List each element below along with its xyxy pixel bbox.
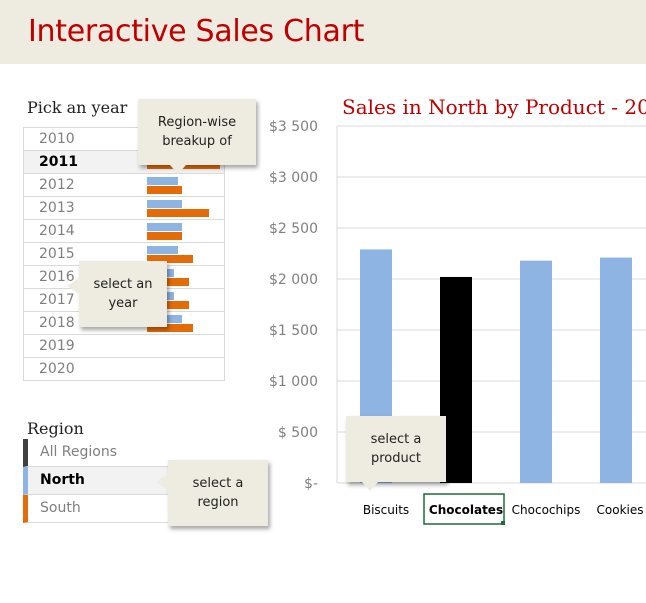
year-item-2010[interactable]: 2010 <box>24 128 224 151</box>
year-item-label: 2016 <box>39 269 75 285</box>
y-tick-label: $3 000 <box>269 170 318 186</box>
region-item-label: All Regions <box>40 444 118 460</box>
x-category-label[interactable]: Chocochips <box>512 503 581 517</box>
region-item-all-regions[interactable]: All Regions <box>23 439 223 467</box>
callout-select-product: select a product <box>346 416 446 482</box>
callout-tail <box>156 474 168 490</box>
bar-cookies[interactable] <box>600 257 632 483</box>
page-title: Interactive Sales Chart <box>28 14 365 49</box>
year-item-label: 2017 <box>39 292 75 308</box>
y-tick-label: $1 000 <box>269 374 318 390</box>
year-item-label: 2015 <box>39 246 75 262</box>
y-tick-label: $- <box>304 476 318 492</box>
year-item-2019[interactable]: 2019 <box>24 335 224 358</box>
region-item-label: South <box>40 500 81 516</box>
year-mini-bar-south <box>147 186 182 194</box>
year-mini-bar-south <box>147 255 194 263</box>
selection-handle <box>501 521 505 525</box>
year-mini-bar-south <box>147 324 194 332</box>
y-tick-label: $1 500 <box>269 323 318 339</box>
chart-title: Sales in North by Product - 2011 <box>342 95 646 119</box>
bar-chocochips[interactable] <box>520 260 552 483</box>
region-item-south[interactable]: South <box>23 495 223 523</box>
year-picker-label: Pick an year <box>27 98 128 117</box>
selected-category-box[interactable] <box>423 493 505 525</box>
year-mini-bar-south <box>147 301 190 309</box>
year-mini-bar-south <box>147 278 190 286</box>
x-category-label[interactable]: Biscuits <box>363 503 409 517</box>
year-item-label: 2010 <box>39 131 75 147</box>
y-tick-label: $ 500 <box>278 425 318 441</box>
callout-select-product-text: select a product <box>370 432 422 466</box>
y-tick-label: $3 500 <box>269 119 318 135</box>
year-item-label: 2011 <box>39 154 78 170</box>
x-category-label[interactable]: Chocolates <box>429 503 503 517</box>
year-item-label: 2012 <box>39 177 75 193</box>
year-item-label: 2014 <box>39 223 75 239</box>
year-mini-bar-south <box>147 232 182 240</box>
callout-select-year-text: select an year <box>93 277 153 311</box>
year-item-2012[interactable]: 2012 <box>24 174 224 197</box>
year-item-2020[interactable]: 2020 <box>24 358 224 381</box>
x-category-label[interactable]: Cookies <box>597 503 644 517</box>
year-mini-bar-north <box>147 223 182 231</box>
header-bar: Interactive Sales Chart <box>0 0 646 64</box>
year-mini-bar-south <box>147 209 209 217</box>
year-item-label: 2018 <box>39 315 75 331</box>
y-tick-label: $2 000 <box>269 272 318 288</box>
year-mini-bar-north <box>147 200 182 208</box>
callout-tail <box>362 482 378 491</box>
year-item-label: 2019 <box>39 338 75 354</box>
callout-region-wise-text: Region-wise breakup of <box>157 115 237 149</box>
callout-tail <box>170 165 186 174</box>
callout-select-region-text: select a region <box>192 476 244 510</box>
callout-region-wise: Region-wise breakup of <box>138 99 256 165</box>
callout-select-region: select a region <box>168 460 268 526</box>
callout-select-year: select an year <box>79 261 167 327</box>
region-picker-label: Region <box>27 419 84 438</box>
year-mini-bar-north <box>147 177 178 185</box>
callout-tail <box>67 278 79 294</box>
y-tick-label: $2 500 <box>269 221 318 237</box>
year-item-2013[interactable]: 2013 <box>24 197 224 220</box>
year-mini-bar-north <box>147 246 178 254</box>
year-item-label: 2020 <box>39 361 75 377</box>
region-item-label: North <box>40 472 85 488</box>
year-item-label: 2013 <box>39 200 75 216</box>
year-item-2014[interactable]: 2014 <box>24 220 224 243</box>
